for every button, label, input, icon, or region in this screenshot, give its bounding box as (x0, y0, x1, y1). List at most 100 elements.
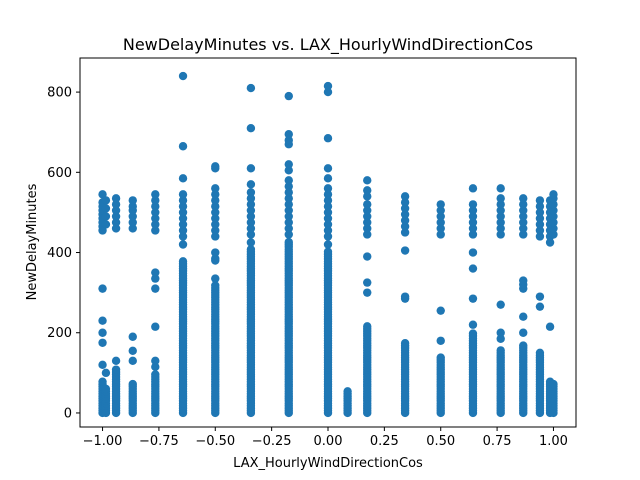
data-point (98, 377, 107, 386)
data-point (128, 196, 137, 205)
data-point (151, 214, 160, 223)
data-point (468, 200, 478, 209)
data-point (151, 220, 160, 229)
data-point (519, 312, 528, 321)
data-point (101, 212, 111, 221)
data-point (468, 294, 478, 303)
data-point (284, 160, 293, 169)
data-point (178, 202, 188, 211)
data-point (436, 212, 445, 221)
data-point (151, 196, 160, 205)
data-point (151, 370, 160, 379)
data-point (436, 200, 445, 209)
data-point (363, 176, 372, 185)
data-point (519, 276, 528, 285)
data-point (363, 218, 372, 227)
data-point (549, 379, 558, 389)
data-point (363, 192, 372, 201)
data-point (98, 284, 107, 293)
data-point (468, 218, 478, 227)
data-point (436, 230, 445, 239)
data-point (496, 300, 505, 309)
y-tick-label: 400 (47, 246, 72, 261)
data-point (284, 218, 293, 227)
x-tick-label: −0.50 (195, 434, 235, 449)
data-point (549, 212, 558, 221)
data-point (323, 202, 333, 211)
data-point (496, 194, 505, 203)
data-point (211, 214, 220, 223)
data-point (545, 238, 555, 247)
data-point (363, 322, 372, 331)
data-point (246, 188, 256, 197)
data-point (284, 166, 293, 175)
data-point (284, 230, 293, 239)
data-point (323, 164, 333, 173)
data-point (545, 322, 555, 331)
data-point (151, 268, 160, 277)
data-point (363, 206, 372, 215)
data-point (323, 190, 333, 199)
x-tick-label: 0.50 (426, 434, 455, 449)
data-point (246, 212, 256, 221)
data-point (519, 328, 528, 337)
data-point (211, 162, 220, 171)
y-tick-label: 600 (47, 166, 72, 181)
data-point (246, 180, 256, 189)
data-point (549, 206, 558, 215)
data-point (211, 208, 220, 217)
data-point (111, 206, 121, 215)
data-point (246, 164, 256, 173)
data-point (323, 247, 333, 256)
data-point (519, 230, 528, 239)
data-point (111, 194, 121, 203)
data-point (101, 220, 111, 229)
x-tick-label: −0.75 (139, 434, 179, 449)
data-point (101, 368, 111, 378)
data-point (151, 274, 160, 283)
data-point (178, 190, 188, 199)
data-point (98, 328, 107, 337)
data-point (363, 224, 372, 233)
data-point (151, 362, 160, 372)
data-point (151, 284, 160, 293)
y-axis: 0 200 400 600 800 (47, 86, 80, 421)
data-point (535, 302, 545, 311)
data-point (211, 274, 220, 283)
data-point (178, 196, 188, 205)
data-point (549, 218, 558, 227)
data-point (519, 206, 528, 215)
data-point (468, 320, 478, 329)
data-point (111, 356, 121, 366)
y-tick-label: 800 (47, 86, 72, 101)
data-point (211, 232, 220, 241)
data-point (468, 264, 478, 273)
data-point (98, 338, 107, 347)
data-point (363, 252, 372, 261)
data-point (323, 134, 333, 143)
data-point (535, 208, 545, 217)
data-point (496, 184, 505, 193)
data-point (128, 346, 137, 355)
data-point (151, 202, 160, 211)
data-point (178, 208, 188, 217)
data-point (284, 206, 293, 215)
data-point (284, 212, 293, 221)
data-point (246, 245, 256, 254)
data-point (323, 81, 333, 91)
data-point (178, 240, 188, 249)
y-axis-label: NewDelayMinutes (25, 183, 40, 300)
data-point (363, 212, 372, 221)
data-point (246, 123, 256, 133)
x-tick-label: 0.75 (483, 434, 512, 449)
data-point (151, 356, 160, 366)
data-point (468, 212, 478, 221)
data-point (323, 214, 333, 223)
data-point (178, 174, 188, 183)
data-point (211, 190, 220, 199)
data-point (323, 226, 333, 235)
data-point (468, 184, 478, 193)
data-point (98, 316, 107, 325)
chart-title: NewDelayMinutes vs. LAX_HourlyWindDirect… (123, 35, 533, 55)
data-point (549, 224, 558, 233)
